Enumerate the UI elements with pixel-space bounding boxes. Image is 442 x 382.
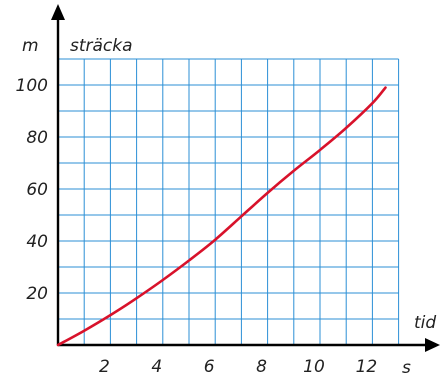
x-tick-label: 10 <box>303 357 325 377</box>
y-axis-arrow-icon <box>51 4 65 20</box>
x-tick-label: 2 <box>99 357 110 377</box>
y-tick-label: 20 <box>26 284 48 304</box>
x-tick-label: 6 <box>204 357 215 377</box>
x-tick-label: 4 <box>151 357 162 377</box>
y-tick-label: 60 <box>26 180 48 200</box>
y-tick-label: 40 <box>26 232 48 252</box>
x-unit-label: s <box>402 358 411 378</box>
y-tick-label: 80 <box>26 128 48 148</box>
y-axis-title: sträcka <box>70 36 133 56</box>
x-axis-title: tid <box>414 313 436 333</box>
x-axis-arrow-icon <box>425 338 440 352</box>
x-tick-label: 12 <box>356 357 378 377</box>
y-tick-label: 100 <box>16 76 48 96</box>
grid <box>58 58 400 345</box>
axes <box>51 4 440 352</box>
x-tick-label: 8 <box>256 357 267 377</box>
series-line <box>56 86 387 347</box>
tick-labels: 2 4 6 8 10 12 20 40 60 80 100 <box>16 76 378 377</box>
y-unit-label: m <box>22 36 39 56</box>
